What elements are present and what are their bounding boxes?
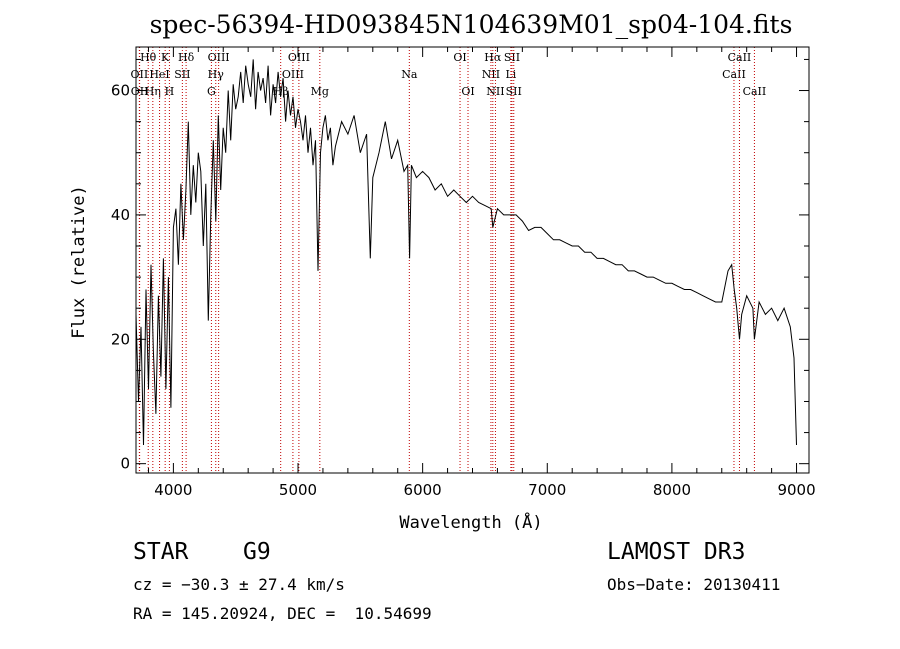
- marker-label: OII: [131, 85, 149, 98]
- marker-label: OI: [461, 85, 474, 98]
- plot-frame: [135, 46, 810, 474]
- marker-label: Na: [401, 68, 418, 81]
- marker-label: Hθ: [140, 51, 157, 64]
- marker-label: Hη: [145, 85, 161, 98]
- marker-label: CaII: [743, 85, 767, 98]
- x-tick-label: 7000: [528, 481, 566, 499]
- marker-label: HeI: [149, 68, 169, 81]
- x-tick-label: 9000: [777, 481, 815, 499]
- y-tick-label: 40: [111, 206, 130, 224]
- line-markers: HθOIIOIIHηHeIKHSIIHδGOIIIHγHβOIIIOIIIMgN…: [131, 47, 767, 473]
- chart-title: spec-56394-HD093845N104639M01_sp04-104.f…: [150, 10, 793, 39]
- marker-label: G: [207, 85, 216, 98]
- object-class: STAR: [133, 539, 189, 565]
- marker-label: Hα: [484, 51, 502, 64]
- marker-label: Mg: [311, 85, 329, 98]
- marker-label: CaII: [728, 51, 752, 64]
- marker-label: OI: [453, 51, 466, 64]
- y-tick-label: 60: [111, 82, 130, 100]
- survey-label: LAMOST DR3: [607, 539, 746, 565]
- x-axis-label: Wavelength (Å): [399, 511, 542, 533]
- marker-label: Hδ: [178, 51, 195, 64]
- marker-label: SII: [504, 51, 520, 64]
- flux-series-line: [135, 59, 797, 446]
- observation-date: Obs−Date: 20130411: [607, 575, 781, 594]
- y-axis-label: Flux (relative): [69, 185, 89, 339]
- marker-label: NII: [486, 85, 504, 98]
- object-subclass: G9: [243, 539, 271, 565]
- x-tick-label: 6000: [404, 481, 442, 499]
- marker-label: NII: [482, 68, 500, 81]
- redshift-cz: cz = −30.3 ± 27.4 km/s: [133, 575, 345, 594]
- x-tick-label: 5000: [279, 481, 317, 499]
- marker-label: Li: [505, 68, 516, 81]
- y-tick-label: 20: [111, 330, 130, 348]
- x-tick-label: 4000: [154, 481, 192, 499]
- marker-label: OIII: [288, 51, 310, 64]
- axes: 4000 5000 6000 7000 8000 9000 0 20 40 60: [111, 47, 816, 499]
- ra-dec-coordinates: RA = 145.20924, DEC = 10.54699: [133, 604, 432, 623]
- marker-label: SII: [506, 85, 522, 98]
- marker-label: H: [165, 85, 175, 98]
- x-tick-label: 8000: [653, 481, 691, 499]
- marker-label: Hγ: [208, 68, 225, 81]
- y-tick-label: 0: [120, 455, 130, 473]
- marker-label: SII: [174, 68, 190, 81]
- marker-label: CaII: [722, 68, 746, 81]
- marker-label: OIII: [282, 68, 304, 81]
- marker-label: K: [161, 51, 170, 64]
- marker-label: OIII: [208, 51, 230, 64]
